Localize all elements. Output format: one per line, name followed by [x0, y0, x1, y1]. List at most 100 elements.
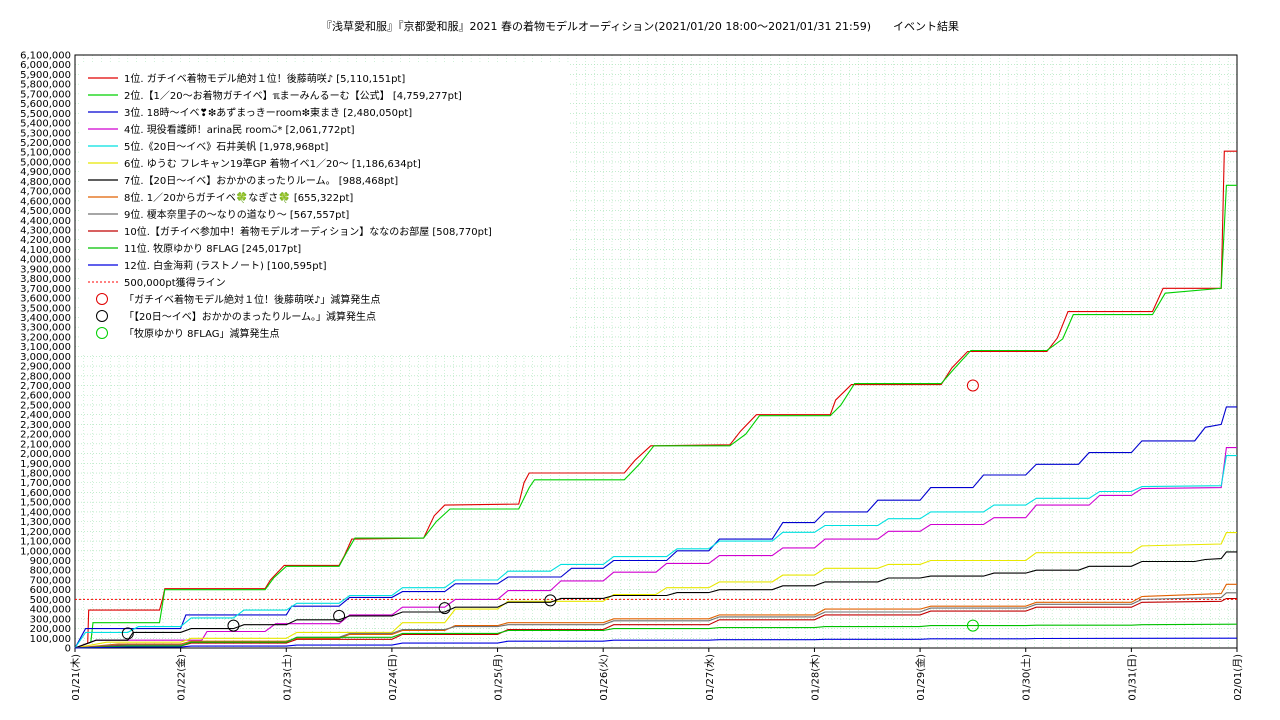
y-tick-label: 2,900,000 — [20, 362, 71, 373]
marker-point-3 — [966, 619, 979, 632]
y-tick-label: 2,700,000 — [20, 381, 71, 392]
y-tick-label: 2,000,000 — [20, 449, 71, 460]
legend-label-reference: 500,000pt獲得ライン — [124, 276, 226, 289]
y-tick-label: 5,600,000 — [20, 99, 71, 110]
series-layer — [74, 150, 1238, 649]
x-tick-label: 01/31(日) — [1127, 654, 1138, 701]
y-tick-label: 1,500,000 — [20, 498, 71, 509]
y-tick-label: 700,000 — [30, 575, 71, 586]
y-tick-label: 6,100,000 — [20, 51, 71, 62]
y-tick-label: 2,400,000 — [20, 410, 71, 421]
legend-background — [80, 63, 570, 353]
x-tick-label: 01/26(火) — [598, 654, 610, 701]
legend-marker-1 — [96, 293, 108, 305]
y-tick-label: 4,900,000 — [20, 167, 71, 178]
legend-label-12: 12位. 白金海莉 (ラストノート) [100,595pt] — [124, 259, 327, 272]
y-tick-label: 5,300,000 — [20, 128, 71, 139]
legend-label-5: 5位.《20日〜イベ》石井美帆 [1,978,968pt] — [124, 140, 329, 153]
y-tick-label: 1,900,000 — [20, 459, 71, 470]
legend-label-11: 11位. 牧原ゆかり 8FLAG [245,017pt] — [124, 242, 301, 255]
series-line-10 — [74, 597, 1237, 649]
y-tick-label: 1,300,000 — [20, 517, 71, 528]
y-tick-label: 3,800,000 — [20, 274, 71, 285]
y-tick-label: 3,000,000 — [20, 352, 71, 363]
legend-label-8: 8位. 1／20からガチイベ🍀なぎさ🍀 [655,322pt] — [124, 191, 353, 204]
axes: 0100,000200,000300,000400,000500,000600,… — [20, 51, 1244, 701]
marker-point-2 — [544, 594, 557, 607]
y-tick-label: 2,800,000 — [20, 371, 71, 382]
series-line-7 — [74, 551, 1237, 649]
marker-point-1 — [966, 379, 979, 392]
x-tick-label: 01/29(金) — [914, 654, 927, 701]
marker-point-2 — [227, 619, 240, 632]
y-tick-label: 4,600,000 — [20, 196, 71, 207]
y-tick-label: 200,000 — [30, 624, 71, 635]
y-tick-label: 0 — [65, 644, 71, 655]
legend-label-1: 1位. ガチイベ着物モデル絶対１位！後藤萌咲♪ [5,110,151pt] — [124, 72, 405, 85]
marker-point-2 — [121, 627, 134, 640]
marker-point-2 — [333, 609, 346, 622]
y-tick-label: 1,100,000 — [20, 537, 71, 548]
y-tick-label: 2,200,000 — [20, 430, 71, 441]
series-line-2 — [74, 184, 1237, 649]
chart-title: 『浅草愛和服』『京都愛和服』2021 春の着物モデルオーディション(2021/0… — [321, 19, 959, 33]
y-tick-label: 1,400,000 — [20, 507, 71, 518]
series-line-6 — [74, 532, 1237, 649]
y-tick-label: 4,200,000 — [20, 235, 71, 246]
y-tick-label: 5,200,000 — [20, 138, 71, 149]
y-tick-label: 1,600,000 — [20, 488, 71, 499]
legend-label-4: 4位. 現役看護師！arina民 roomᴗ̈* [2,061,772pt] — [124, 123, 355, 136]
legend-label-3: 3位. 18時〜イベ❣❇あずまっきーroom❇東まき [2,480,050pt] — [124, 106, 412, 119]
y-tick-label: 4,700,000 — [20, 187, 71, 198]
marker-point-2 — [438, 602, 451, 615]
y-tick-label: 4,300,000 — [20, 225, 71, 236]
legend: 1位. ガチイベ着物モデル絶対１位！後藤萌咲♪ [5,110,151pt] 2位.… — [80, 63, 570, 353]
y-tick-label: 800,000 — [30, 566, 71, 577]
y-tick-label: 5,400,000 — [20, 119, 71, 130]
series-line-5 — [74, 455, 1237, 649]
y-tick-label: 6,000,000 — [20, 60, 71, 71]
legend-label-10: 10位.【ガチイベ参加中！着物モデルオーディション】ななのお部屋 [508,77… — [124, 225, 492, 238]
x-tick-label: 01/21(木) — [70, 654, 82, 701]
y-tick-label: 3,700,000 — [20, 284, 71, 295]
x-tick-label: 01/28(木) — [809, 654, 821, 701]
y-tick-label: 300,000 — [30, 614, 71, 625]
marker-layer — [121, 379, 979, 640]
legend-marker-label-2: 「【20日〜イベ】おかかのまったりルーム。」減算発生点 — [124, 310, 376, 323]
legend-marker-3 — [96, 327, 108, 339]
y-tick-label: 2,300,000 — [20, 420, 71, 431]
series-line-12 — [74, 637, 1238, 649]
x-tick-label: 01/30(土) — [1020, 654, 1033, 701]
x-tick-label: 01/27(水) — [704, 654, 716, 701]
y-tick-label: 1,200,000 — [20, 527, 71, 538]
y-tick-label: 500,000 — [30, 595, 71, 606]
legend-marker-2 — [96, 310, 108, 322]
y-tick-label: 4,000,000 — [20, 255, 71, 266]
y-tick-label: 3,600,000 — [20, 294, 71, 305]
series-line-11 — [74, 623, 1238, 649]
legend-marker-label-3: 「牧原ゆかり 8FLAG」減算発生点 — [124, 327, 280, 340]
y-tick-label: 4,500,000 — [20, 206, 71, 217]
y-tick-label: 2,100,000 — [20, 439, 71, 450]
x-tick-label: 01/24(日) — [388, 654, 399, 701]
y-tick-label: 5,100,000 — [20, 148, 71, 159]
legend-label-2: 2位.【1／20〜お着物ガチイベ】ℼまーみんるーむ【公式】 [4,759,277… — [124, 89, 462, 102]
x-tick-label: 02/01(月) — [1232, 654, 1244, 701]
y-tick-label: 5,000,000 — [20, 157, 71, 168]
y-tick-label: 3,400,000 — [20, 313, 71, 324]
y-tick-label: 4,400,000 — [20, 216, 71, 227]
y-tick-label: 4,800,000 — [20, 177, 71, 188]
legend-marker-label-1: 「ガチイベ着物モデル絶対１位！後藤萌咲♪」減算発生点 — [124, 293, 380, 306]
legend-label-6: 6位. ゆうむ フレキャン19準GP 着物イベ1／20〜 [1,186,634p… — [124, 157, 421, 170]
y-tick-label: 4,100,000 — [20, 245, 71, 256]
y-tick-label: 5,900,000 — [20, 70, 71, 81]
y-tick-label: 1,800,000 — [20, 469, 71, 480]
y-tick-label: 100,000 — [30, 634, 71, 645]
x-tick-label: 01/23(土) — [280, 654, 293, 701]
y-tick-label: 3,900,000 — [20, 264, 71, 275]
y-tick-label: 1,700,000 — [20, 478, 71, 489]
y-tick-label: 5,700,000 — [20, 89, 71, 100]
legend-label-9: 9位. 榎本奈里子の〜なりの道なり〜 [567,557pt] — [124, 208, 349, 221]
series-line-1 — [74, 150, 1237, 649]
y-tick-label: 3,200,000 — [20, 332, 71, 343]
